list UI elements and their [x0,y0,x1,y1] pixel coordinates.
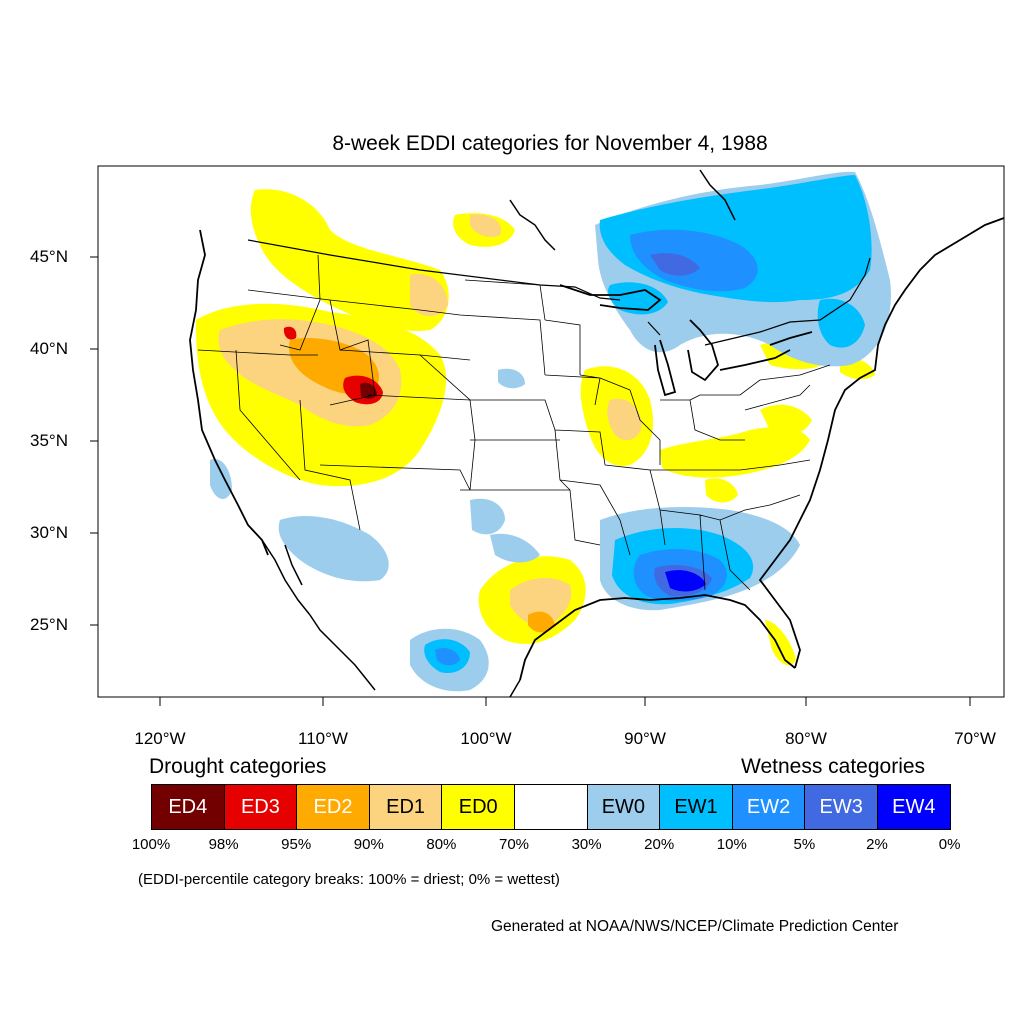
legend-break-label: 80% [426,836,457,853]
wet-area-ew0-southwest [278,515,389,582]
wet-area-ew1-new-england [817,298,865,348]
drought-area-ed0-carolinas [705,478,738,503]
legend-swatch-ew0: EW0 [586,784,661,830]
legend-break-label: 0% [938,836,961,853]
legend-break-label: 90% [353,836,384,853]
drought-area-ed1-montana [410,274,448,317]
lat-label-30n: 30°N [30,523,68,542]
lat-label-40n: 40°N [30,339,68,358]
wet-area-ew0-pacific-coast [210,459,232,500]
lon-label-90w: 90°W [624,729,666,748]
legend-break-label: 98% [208,836,239,853]
drought-area-ed1-texas [510,578,572,627]
west-coastline [189,229,269,556]
legend-swatch-ew4: EW4 [877,784,951,830]
lat-label-35n: 35°N [30,431,68,450]
wet-area-ew2-mexico [435,648,460,666]
wetness-categories-heading: Wetness categories [741,755,926,778]
legend-swatch-ed0: ED0 [441,784,515,830]
legend-break-label: 70% [498,836,530,853]
legend-swatch-ed2: ED2 [296,784,370,830]
legend-note: (EDDI-percentile category breaks: 100% =… [138,871,560,888]
wet-area-ew0-gulf-coast-texas [490,533,540,563]
wet-area-ew4-gulf [665,570,706,592]
lon-label-70w: 70°W [954,729,996,748]
legend-swatch-ew2: EW2 [731,784,806,830]
gulf-coastline [519,594,796,681]
drought-area-ed2-texas [528,611,555,633]
legend-break-label: 30% [571,836,602,853]
wet-area-ew2-ontario [630,229,758,292]
legend-swatch-ed3: ED3 [223,784,298,830]
drought-categories-heading: Drought categories [149,755,327,778]
map-title: 8-week EDDI categories for November 4, 1… [332,132,768,155]
credit-line: Generated at NOAA/NWS/NCEP/Climate Predi… [491,918,899,935]
hudson-bay-outline [509,169,736,251]
legend-break-label: 5% [793,836,816,853]
drought-area-ed0-virginia [760,404,812,435]
drought-area-ed1-north-dakota [470,214,501,237]
lon-label-80w: 80°W [785,729,827,748]
great-lakes-outline [559,284,813,397]
state-lines [197,254,831,591]
legend-break-label: 20% [644,836,675,853]
lon-label-110w: 110°W [298,729,348,748]
baja-coastline [261,539,311,616]
legend-swatch-ed4: ED4 [151,784,225,830]
lon-label-100w: 100°W [460,729,512,748]
legend-swatch-ew1: EW1 [659,784,733,830]
map-boundaries [189,169,1004,697]
legend-swatch-neutral [514,784,588,830]
axis-ticks [90,256,971,706]
drought-area-ed3-idaho [283,326,297,340]
legend-swatch-ew3: EW3 [804,784,878,830]
legend-break-label: 2% [866,836,888,853]
drought-area-ed1-illinois [607,398,642,441]
map-fill-layer [195,171,891,692]
lon-label-120w: 120°W [134,729,186,748]
mexico-coastline [309,614,521,697]
map-frame [97,165,1005,698]
lat-label-25n: 25°N [30,615,68,634]
lat-label-45n: 45°N [30,247,68,266]
east-coastline [758,217,1004,669]
wet-area-ew0-texas-north [470,498,505,535]
wet-area-ew3-ontario [650,253,700,276]
legend-swatch-ed1: ED1 [368,784,443,830]
legend-break-label: 95% [281,836,312,853]
drought-area-ed0-ohio-valley [660,427,810,478]
drought-area-ed0-florida [765,620,796,666]
wet-area-ew0-kansas [498,368,525,389]
drought-area-ed4-west [360,382,377,399]
legend-break-label: 10% [716,836,747,853]
legend-break-label: 100% [131,836,171,853]
drought-area-ed0-montana [250,189,449,331]
